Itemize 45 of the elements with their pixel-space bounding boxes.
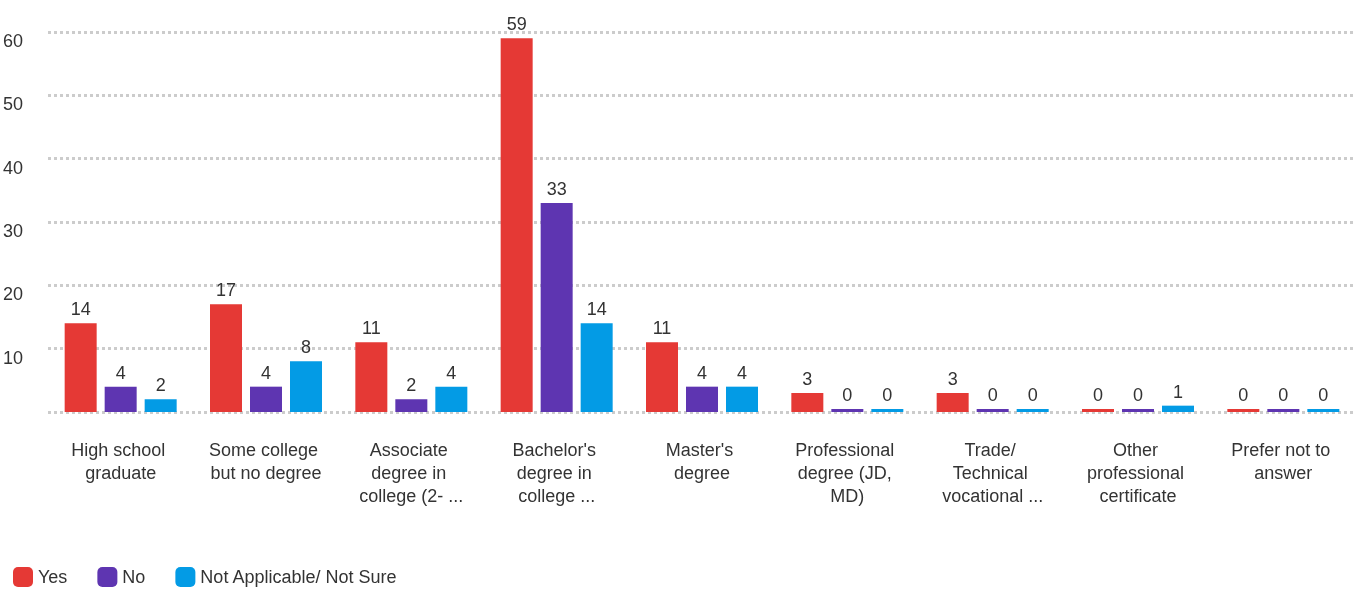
data-label: 33	[546, 179, 567, 199]
data-label: 2	[155, 375, 166, 396]
data-label: 0	[987, 385, 998, 405]
x-tick-label: Prefer not to answer	[1231, 439, 1336, 483]
x-tick-label: Some college but no degree	[208, 439, 324, 483]
legend-label: Yes	[38, 567, 68, 587]
legend-label: Not Applicable/ Not Sure	[200, 567, 397, 587]
data-label: 0	[1238, 385, 1249, 405]
data-label: 0	[1092, 385, 1104, 405]
y-tick-label: 40	[3, 157, 24, 178]
y-tick-label: 20	[3, 284, 24, 305]
data-label: 4	[736, 362, 748, 383]
data-label: 59	[506, 14, 527, 35]
data-label: 4	[260, 362, 272, 383]
x-tick-label: Associate degree in college (2- ...	[359, 439, 464, 506]
data-label: 0	[1318, 385, 1329, 405]
data-label: 0	[1278, 385, 1289, 405]
data-label: 11	[652, 318, 672, 339]
data-label: 0	[1027, 385, 1038, 405]
legend-label: No	[122, 567, 146, 587]
y-tick-label: 60	[3, 31, 24, 51]
data-label: 0	[882, 385, 893, 405]
x-tick-label: High school graduate	[71, 439, 171, 483]
y-tick-label: 50	[3, 94, 24, 115]
x-tick-label: Other professional certificate	[1086, 439, 1190, 506]
data-label: 3	[802, 369, 813, 389]
x-tick-label: Professional degree (JD, MD)	[795, 439, 900, 506]
y-tick-label: 10	[3, 347, 24, 368]
data-label: 0	[842, 385, 853, 405]
data-label: 11	[361, 318, 381, 339]
x-tick-label: Bachelor's degree in college ...	[512, 439, 601, 506]
y-tick-label: 30	[3, 221, 24, 241]
data-label: 17	[215, 280, 237, 301]
data-label: 1	[1172, 381, 1184, 402]
data-label: 3	[947, 369, 958, 389]
x-tick-label: Trade/ Technical vocational ...	[942, 439, 1044, 506]
data-label: 0	[1132, 385, 1144, 405]
data-label: 8	[300, 337, 312, 358]
data-label: 4	[115, 362, 126, 383]
data-label: 4	[696, 362, 708, 383]
data-label: 2	[406, 375, 417, 396]
data-label: 14	[70, 299, 91, 320]
data-label: 4	[446, 362, 457, 383]
data-label: 14	[586, 299, 607, 320]
x-tick-label: Master's degree	[665, 439, 739, 483]
